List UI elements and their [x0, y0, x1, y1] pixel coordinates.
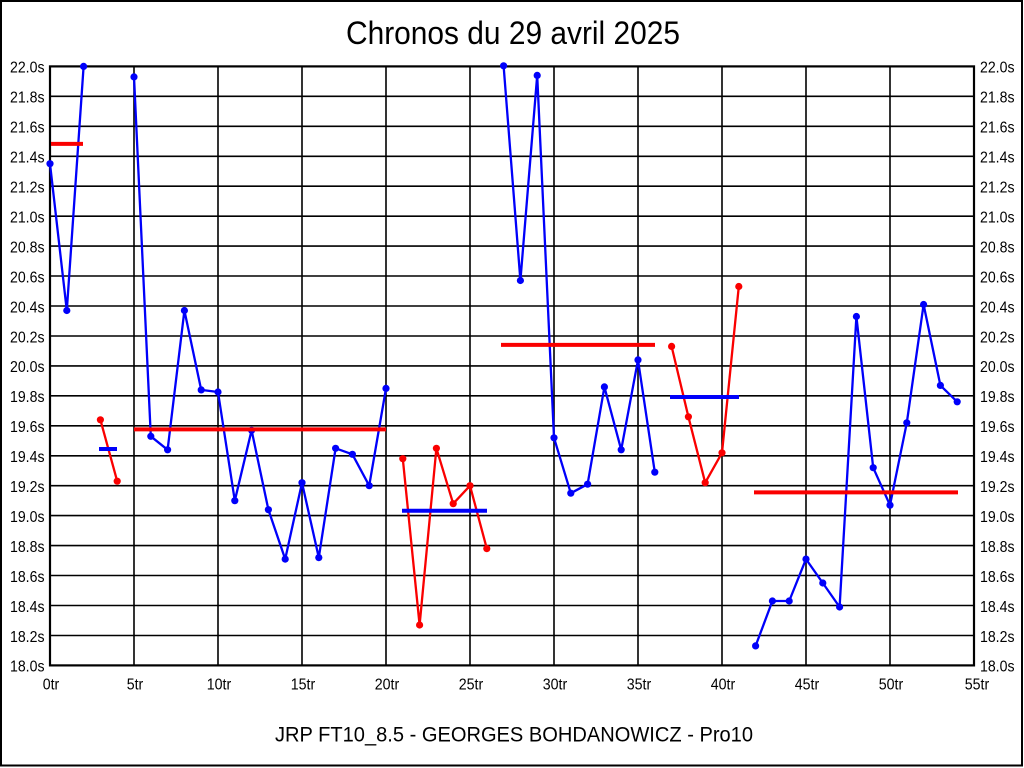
- svg-text:20.2s: 20.2s: [10, 329, 45, 346]
- svg-text:20tr: 20tr: [375, 677, 400, 694]
- svg-text:19.6s: 19.6s: [10, 419, 45, 436]
- svg-text:18.0s: 18.0s: [980, 659, 1015, 676]
- svg-text:19.8s: 19.8s: [980, 389, 1015, 406]
- svg-text:21.0s: 21.0s: [980, 210, 1015, 227]
- svg-text:21.4s: 21.4s: [980, 150, 1015, 167]
- svg-text:35tr: 35tr: [627, 677, 652, 694]
- svg-text:Chronos du 29 avril 2025: Chronos du 29 avril 2025: [346, 15, 680, 51]
- svg-text:18.2s: 18.2s: [980, 629, 1015, 646]
- svg-text:21.6s: 21.6s: [980, 120, 1015, 137]
- svg-text:20.8s: 20.8s: [10, 239, 45, 256]
- svg-text:18.6s: 18.6s: [980, 569, 1015, 586]
- svg-text:20.0s: 20.0s: [10, 359, 45, 376]
- svg-text:18.6s: 18.6s: [10, 569, 45, 586]
- svg-text:15tr: 15tr: [291, 677, 316, 694]
- svg-text:20.2s: 20.2s: [980, 329, 1015, 346]
- svg-text:19.4s: 19.4s: [980, 449, 1015, 466]
- svg-text:0tr: 0tr: [43, 677, 60, 694]
- svg-text:21.4s: 21.4s: [10, 150, 45, 167]
- svg-text:21.8s: 21.8s: [10, 90, 45, 107]
- svg-text:55tr: 55tr: [965, 677, 990, 694]
- svg-text:21.6s: 21.6s: [10, 120, 45, 137]
- svg-text:20.4s: 20.4s: [980, 299, 1015, 316]
- svg-text:40tr: 40tr: [711, 677, 736, 694]
- svg-text:18.4s: 18.4s: [10, 599, 45, 616]
- svg-text:21.2s: 21.2s: [10, 180, 45, 197]
- svg-text:21.2s: 21.2s: [980, 180, 1015, 197]
- svg-text:21.8s: 21.8s: [980, 90, 1015, 107]
- svg-text:45tr: 45tr: [795, 677, 820, 694]
- svg-text:19.6s: 19.6s: [980, 419, 1015, 436]
- svg-text:18.8s: 18.8s: [10, 539, 45, 556]
- svg-text:18.2s: 18.2s: [10, 629, 45, 646]
- svg-text:19.2s: 19.2s: [980, 479, 1015, 496]
- svg-text:18.8s: 18.8s: [980, 539, 1015, 556]
- svg-text:10tr: 10tr: [207, 677, 232, 694]
- svg-text:20.6s: 20.6s: [980, 269, 1015, 286]
- svg-text:18.0s: 18.0s: [10, 659, 45, 676]
- svg-text:5tr: 5tr: [127, 677, 144, 694]
- svg-text:19.8s: 19.8s: [10, 389, 45, 406]
- svg-text:19.4s: 19.4s: [10, 449, 45, 466]
- svg-text:JRP FT10_8.5 - GEORGES BOHDANO: JRP FT10_8.5 - GEORGES BOHDANOWICZ - Pro…: [275, 723, 753, 747]
- svg-text:25tr: 25tr: [459, 677, 484, 694]
- svg-text:20.6s: 20.6s: [10, 269, 45, 286]
- svg-text:50tr: 50tr: [879, 677, 904, 694]
- svg-text:19.0s: 19.0s: [980, 509, 1015, 526]
- svg-text:19.0s: 19.0s: [10, 509, 45, 526]
- svg-text:19.2s: 19.2s: [10, 479, 45, 496]
- svg-text:18.4s: 18.4s: [980, 599, 1015, 616]
- svg-text:30tr: 30tr: [543, 677, 568, 694]
- svg-text:20.0s: 20.0s: [980, 359, 1015, 376]
- svg-text:22.0s: 22.0s: [980, 60, 1015, 77]
- svg-text:20.4s: 20.4s: [10, 299, 45, 316]
- svg-text:21.0s: 21.0s: [10, 210, 45, 227]
- svg-text:20.8s: 20.8s: [980, 239, 1015, 256]
- svg-text:22.0s: 22.0s: [10, 60, 45, 77]
